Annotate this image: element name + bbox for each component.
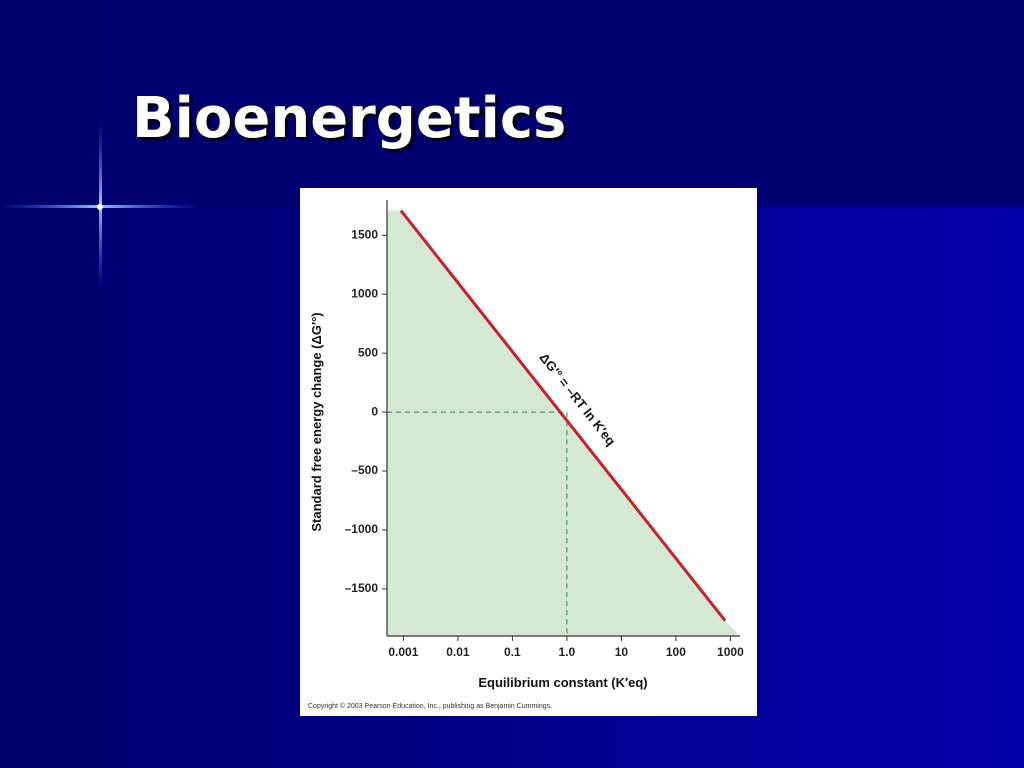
x-tick-label: 0.001: [388, 645, 418, 659]
left-band: [0, 0, 100, 768]
x-tick-label: 100: [666, 645, 686, 659]
sparkle-core: [97, 204, 103, 210]
credit: Copyright © 2003 Pearson Education, Inc.…: [308, 702, 552, 710]
y-tick-label: 500: [358, 345, 378, 359]
x-tick-label: 10: [615, 645, 629, 659]
x-axis-label: Equilibrium constant (K′eq): [478, 675, 647, 690]
y-axis-label: Standard free energy change (ΔG′°): [309, 312, 324, 531]
x-tick-label: 1.0: [559, 645, 576, 659]
x-tick-label: 1000: [717, 645, 744, 659]
title-band: [100, 0, 1024, 207]
y-tick-label: 1500: [351, 228, 378, 242]
y-tick-label: 0: [371, 404, 378, 418]
y-tick-label: –500: [351, 463, 378, 477]
x-tick-label: 0.1: [504, 645, 521, 659]
y-tick-label: –1000: [345, 522, 379, 536]
y-tick-label: 1000: [351, 286, 378, 300]
x-tick-label: 0.01: [446, 645, 470, 659]
line: [399, 209, 727, 622]
y-tick-label: –1500: [345, 581, 379, 595]
slide-title: Bioenergetics: [132, 86, 566, 151]
